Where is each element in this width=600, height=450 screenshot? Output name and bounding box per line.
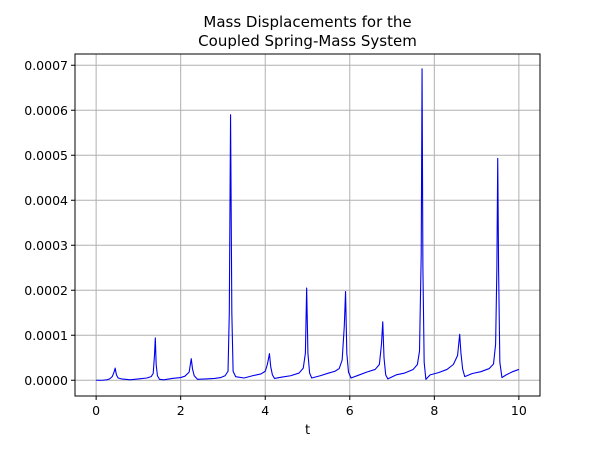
series-line xyxy=(96,68,520,381)
x-tick-label: 10 xyxy=(511,403,527,418)
y-tick-label: 0.0006 xyxy=(24,103,68,118)
y-tick-label: 0.0002 xyxy=(24,283,68,298)
x-tick-label: 0 xyxy=(92,403,100,418)
y-tick-label: 0.0004 xyxy=(24,193,68,208)
x-tick-label: 4 xyxy=(261,403,269,418)
y-tick-label: 0.0005 xyxy=(24,148,68,163)
series-layer xyxy=(96,68,520,381)
y-tick-label: 0.0001 xyxy=(24,328,68,343)
y-tick-label: 0.0003 xyxy=(24,238,68,253)
plot-frame xyxy=(74,53,541,397)
grid xyxy=(75,54,540,396)
x-tick-label: 8 xyxy=(430,403,438,418)
y-tick-label: 0.0000 xyxy=(24,373,68,388)
x-axis-label: t xyxy=(305,423,310,438)
chart-title-line-2: Coupled Spring-Mass System xyxy=(198,32,417,50)
ticks: 0 2 4 6 8 10 0.0000 0.0001 0.0002 0.0003 0.0004 0.0… xyxy=(24,58,527,418)
x-tick-label: 6 xyxy=(346,403,354,418)
chart-title-line-1: Mass Displacements for the xyxy=(203,13,411,31)
y-tick-label: 0.0007 xyxy=(24,58,68,73)
x-tick-label: 2 xyxy=(177,403,185,418)
